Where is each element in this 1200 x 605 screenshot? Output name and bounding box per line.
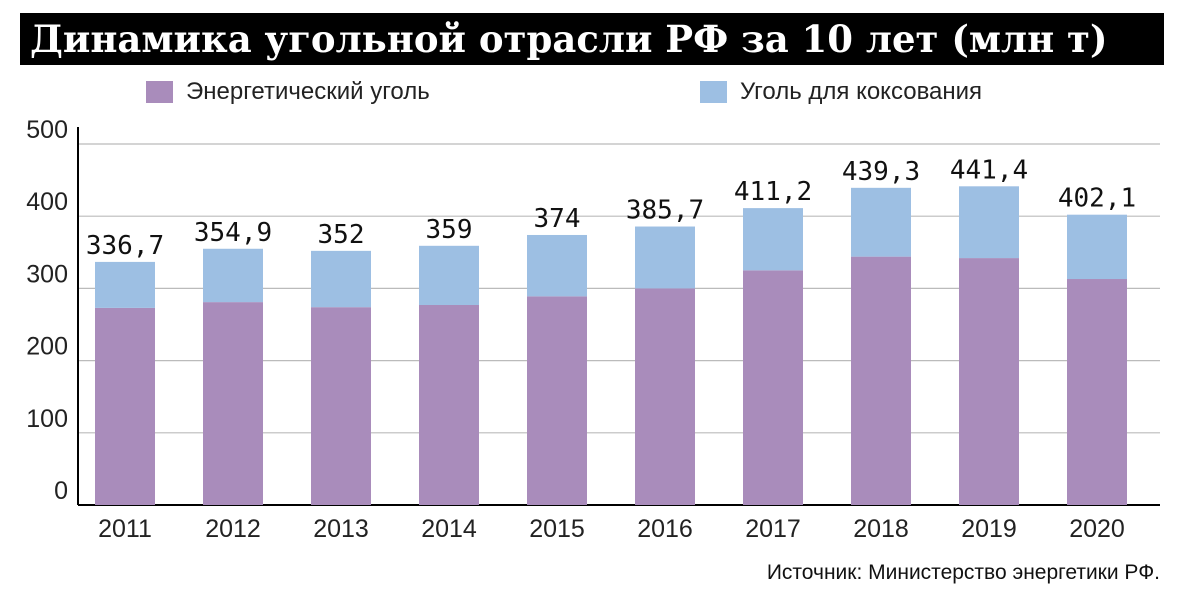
y-tick-label: 100 bbox=[26, 405, 68, 433]
bar-thermal bbox=[419, 305, 479, 505]
total-label: 354,9 bbox=[194, 218, 272, 248]
legend-label-thermal: Энергетический уголь bbox=[186, 78, 430, 105]
total-label: 385,7 bbox=[626, 196, 704, 226]
y-tick-label: 500 bbox=[26, 116, 68, 144]
total-label: 374 bbox=[534, 204, 581, 234]
bar-thermal bbox=[527, 296, 587, 505]
total-label: 359 bbox=[426, 215, 473, 245]
y-tick-label: 300 bbox=[26, 260, 68, 288]
y-tick-label: 400 bbox=[26, 188, 68, 216]
total-label: 336,7 bbox=[86, 231, 164, 261]
y-tick-label: 200 bbox=[26, 333, 68, 361]
bar-coking bbox=[419, 245, 479, 306]
x-tick-label: 2016 bbox=[637, 515, 693, 543]
bar-thermal bbox=[1067, 279, 1127, 505]
bar-coking bbox=[203, 248, 263, 303]
bar-coking bbox=[527, 234, 587, 297]
total-label: 411,2 bbox=[734, 177, 812, 207]
legend-label-coking: Уголь для коксования bbox=[740, 78, 983, 105]
bar-thermal bbox=[743, 270, 803, 505]
x-tick-label: 2015 bbox=[529, 515, 585, 543]
source-note: Источник: Министерство энергетики РФ. bbox=[766, 561, 1160, 584]
total-label: 352 bbox=[318, 220, 365, 250]
x-tick-label: 2017 bbox=[745, 515, 801, 543]
bar-thermal bbox=[311, 307, 371, 505]
bar-coking bbox=[311, 250, 371, 308]
total-label: 441,4 bbox=[950, 155, 1028, 185]
x-tick-label: 2012 bbox=[205, 515, 261, 543]
bar-thermal bbox=[851, 256, 911, 505]
total-label: 439,3 bbox=[842, 157, 920, 187]
x-tick-label: 2019 bbox=[961, 515, 1017, 543]
legend-swatch-coking bbox=[700, 81, 727, 103]
y-tick-label: 0 bbox=[54, 477, 68, 505]
bar-coking bbox=[851, 187, 911, 257]
bar-coking bbox=[1067, 214, 1127, 280]
x-tick-label: 2013 bbox=[313, 515, 369, 543]
x-tick-label: 2018 bbox=[853, 515, 909, 543]
title-bar: Динамика угольной отрасли РФ за 10 лет (… bbox=[20, 13, 1164, 65]
total-label: 402,1 bbox=[1058, 184, 1136, 214]
bar-thermal bbox=[635, 288, 695, 505]
bar-coking bbox=[743, 208, 803, 271]
bar-thermal bbox=[203, 302, 263, 505]
x-tick-label: 2011 bbox=[98, 515, 152, 543]
bar-coking bbox=[95, 261, 155, 308]
x-tick-label: 2020 bbox=[1069, 515, 1125, 543]
bar-thermal bbox=[959, 258, 1019, 505]
bar-coking bbox=[959, 186, 1019, 259]
x-tick-label: 2014 bbox=[421, 515, 477, 543]
bar-thermal bbox=[95, 307, 155, 505]
bar-coking bbox=[635, 226, 695, 289]
chart-title: Динамика угольной отрасли РФ за 10 лет (… bbox=[30, 17, 1108, 61]
legend-swatch-thermal bbox=[146, 81, 173, 103]
